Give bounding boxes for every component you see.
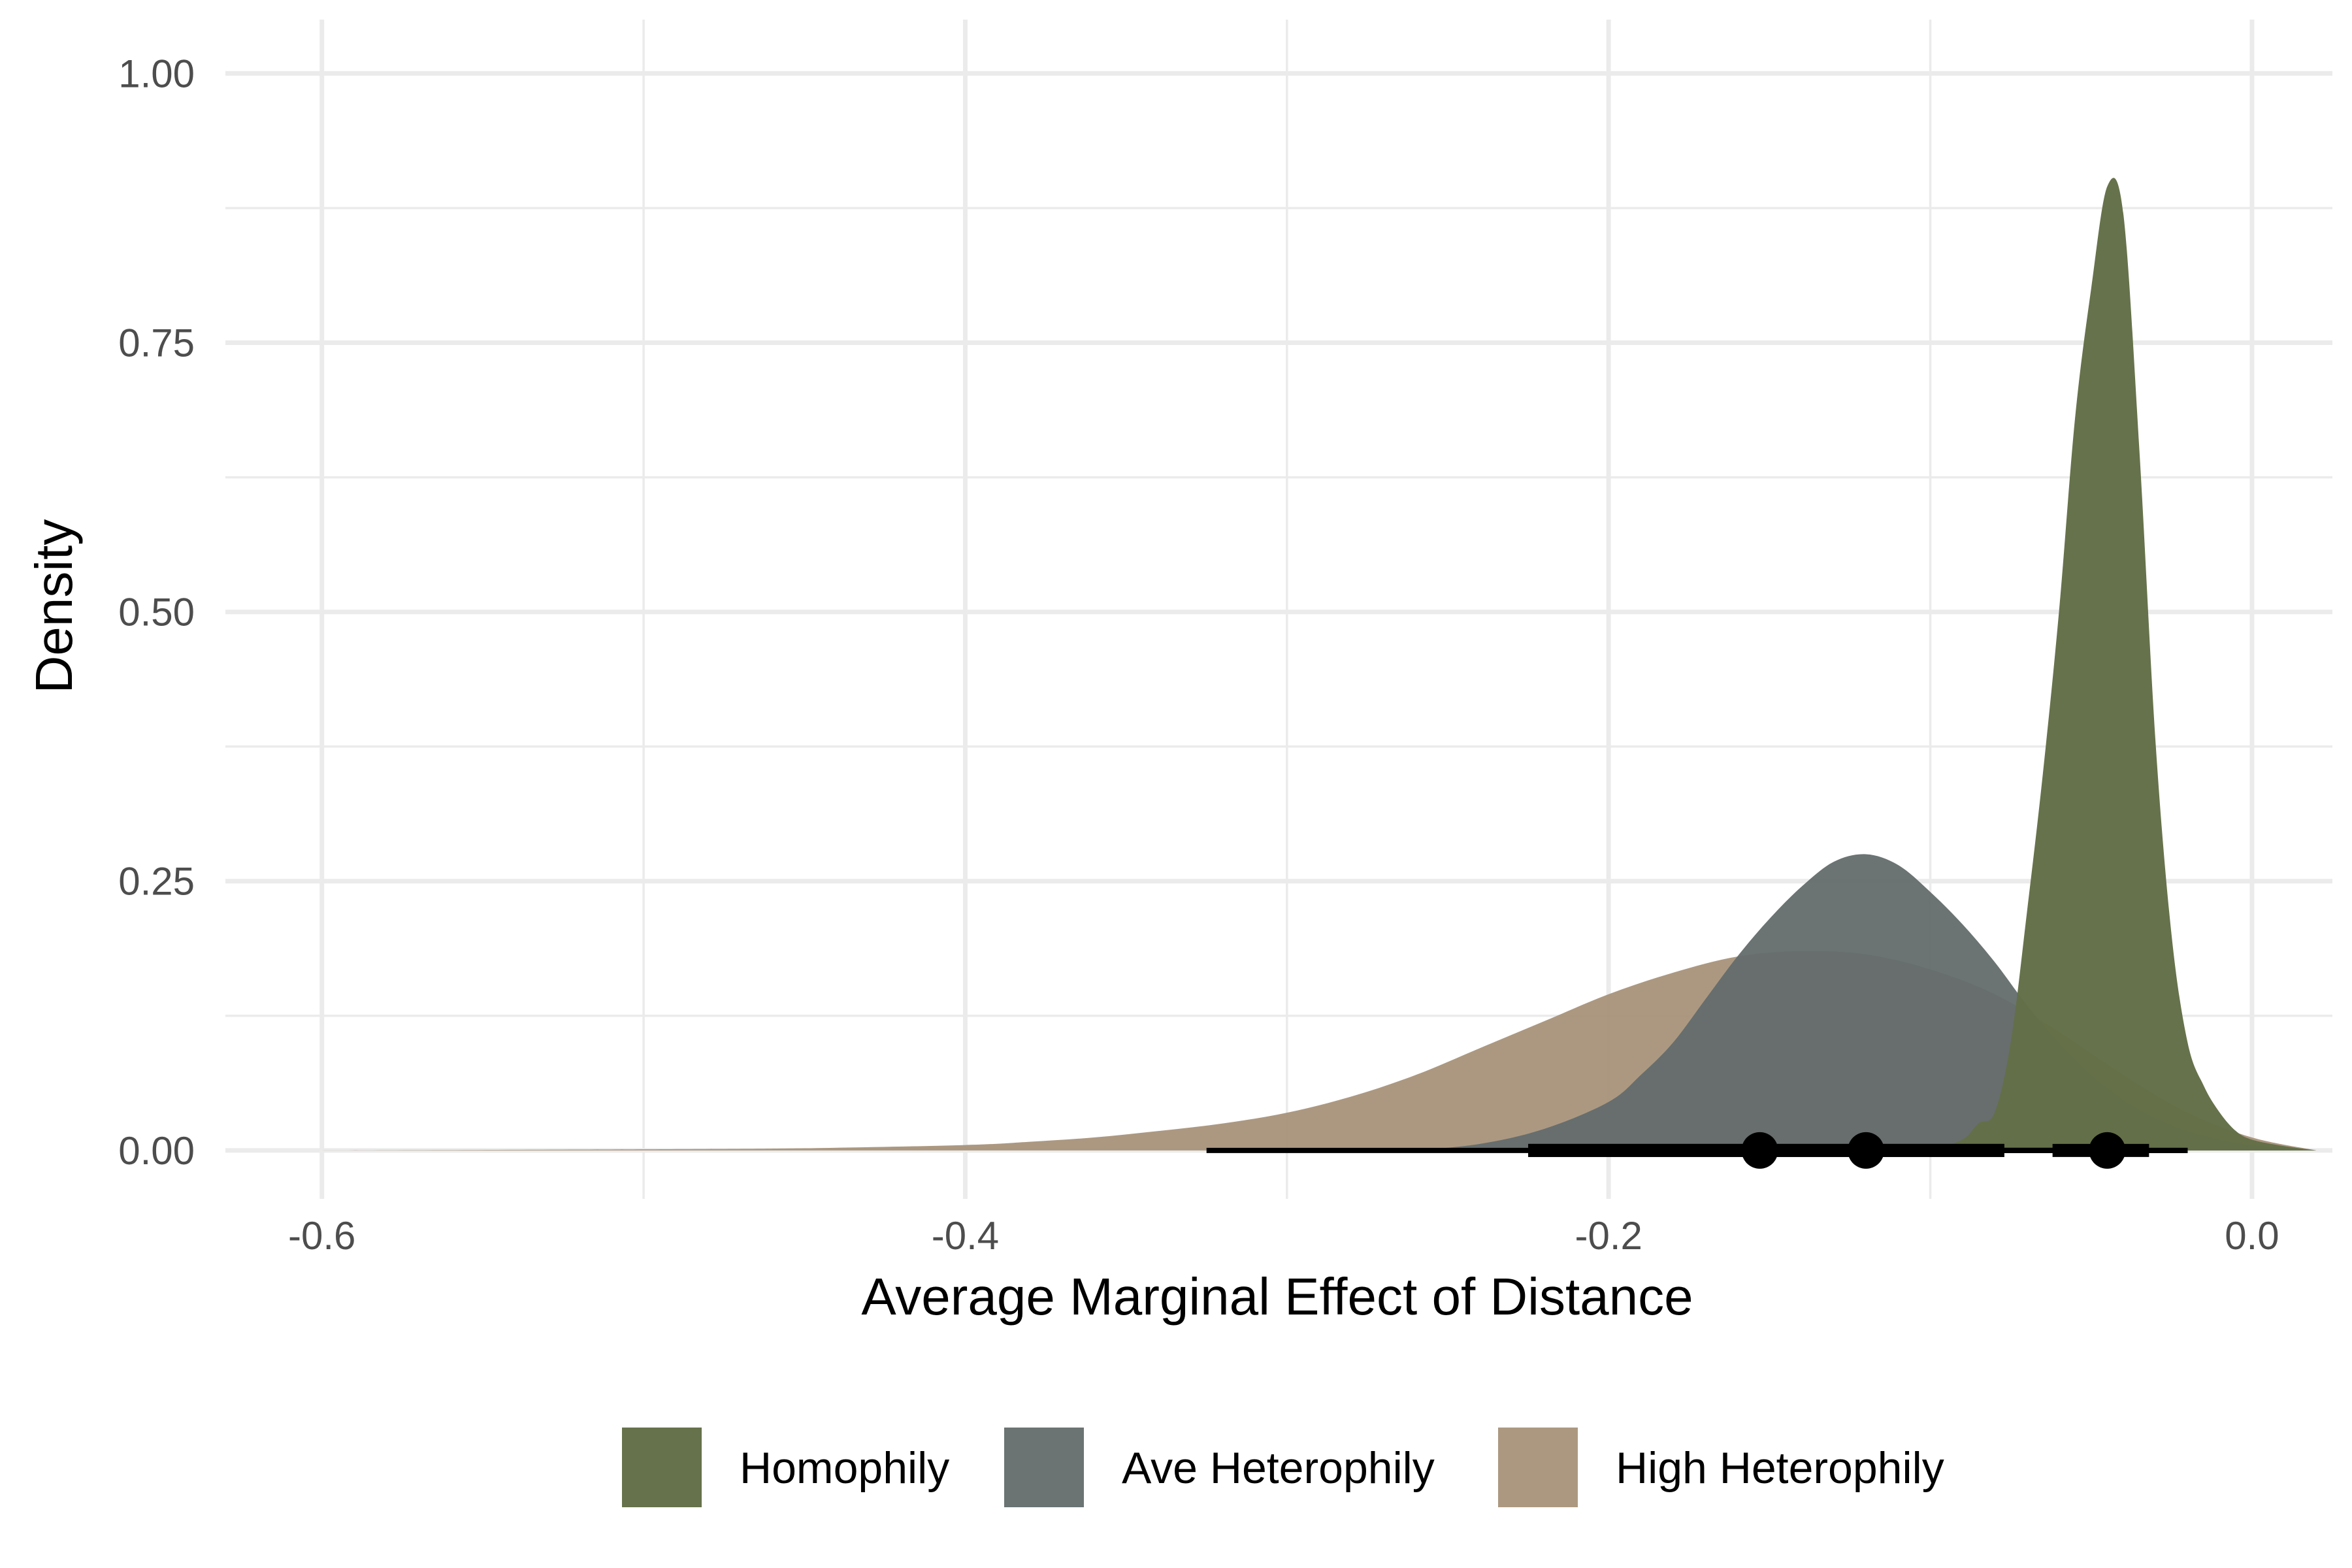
density-areas [321, 178, 2317, 1151]
point-intervals [1206, 1132, 2188, 1169]
legend-label-homophily: Homophily [740, 1443, 949, 1493]
x-tick-label: -0.2 [1575, 1214, 1642, 1258]
y-tick-label: 0.00 [118, 1129, 195, 1173]
legend-swatch-high-heterophily [1498, 1428, 1578, 1507]
legend: Homophily Ave Heterophily High Heterophily [622, 1428, 1944, 1507]
x-tick-label: 0.0 [2225, 1214, 2279, 1258]
x-axis-title: Average Marginal Effect of Distance [861, 1267, 1693, 1326]
y-tick-label: 0.25 [118, 860, 195, 904]
y-tick-label: 0.75 [118, 321, 195, 365]
legend-swatch-ave-heterophily [1004, 1428, 1084, 1507]
y-axis-title: Density [25, 519, 83, 694]
median-point-ave-heterophily [1848, 1132, 1885, 1169]
legend-label-high-heterophily: High Heterophily [1616, 1443, 1944, 1493]
x-axis-ticks: -0.6 -0.4 -0.2 0.0 [288, 1214, 2279, 1258]
density-area-homophily [1930, 178, 2317, 1151]
legend-label-ave-heterophily: Ave Heterophily [1122, 1443, 1435, 1493]
legend-swatch-homophily [622, 1428, 702, 1507]
x-tick-label: -0.4 [932, 1214, 999, 1258]
median-point-high-heterophily [1741, 1132, 1778, 1169]
y-tick-label: 0.50 [118, 591, 195, 634]
x-tick-label: -0.6 [288, 1214, 355, 1258]
y-axis-ticks: 0.00 0.25 0.50 0.75 1.00 [118, 52, 195, 1172]
y-tick-label: 1.00 [118, 52, 195, 95]
median-point-homophily [2089, 1132, 2126, 1169]
